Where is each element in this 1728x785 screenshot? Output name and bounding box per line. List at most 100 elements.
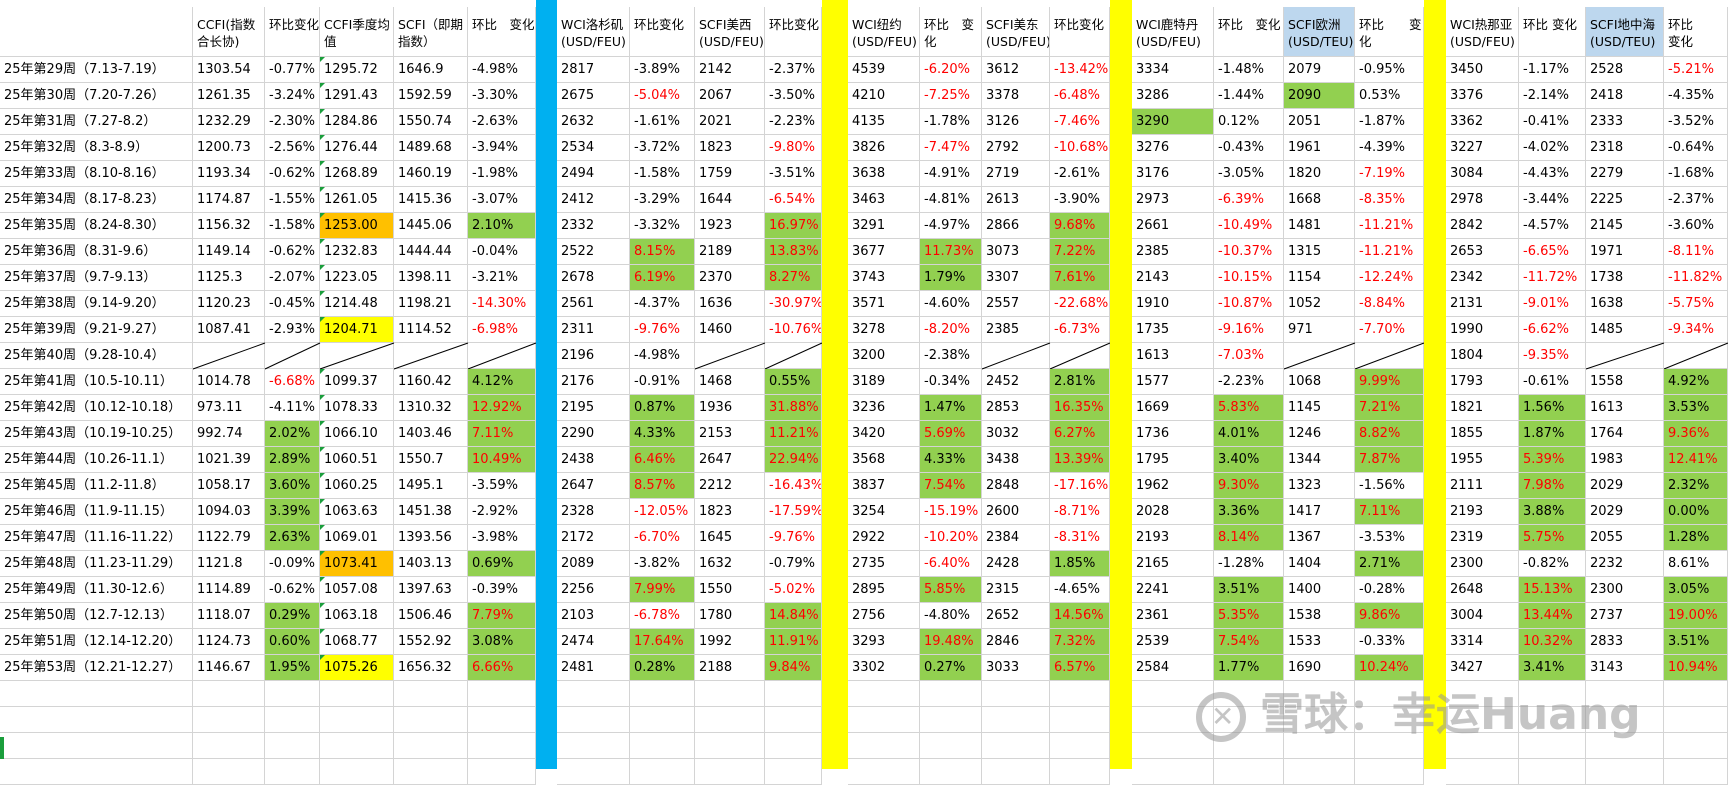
table-cell[interactable]: 5.35%: [1214, 603, 1284, 629]
table-cell[interactable]: 9.36%: [1664, 421, 1728, 447]
table-cell[interactable]: 2853: [982, 395, 1050, 421]
table-cell[interactable]: 2193: [1132, 525, 1214, 551]
table-cell[interactable]: 2319: [1446, 525, 1519, 551]
empty-cell[interactable]: [1214, 681, 1284, 707]
table-cell[interactable]: -3.90%: [1050, 187, 1110, 213]
table-cell[interactable]: 1638: [1586, 291, 1664, 317]
table-cell[interactable]: [394, 343, 468, 369]
table-cell[interactable]: 1310.32: [394, 395, 468, 421]
empty-cell[interactable]: [848, 759, 920, 785]
table-cell[interactable]: 16.97%: [765, 213, 822, 239]
column-header[interactable]: 环比变化: [630, 7, 695, 57]
column-header[interactable]: CCFI季度均值: [320, 7, 394, 57]
table-cell[interactable]: 3126: [982, 109, 1050, 135]
table-cell[interactable]: -8.84%: [1355, 291, 1424, 317]
table-cell[interactable]: 3.60%: [265, 473, 320, 499]
table-cell[interactable]: 2.10%: [468, 213, 536, 239]
table-cell[interactable]: -14.30%: [468, 291, 536, 317]
table-cell[interactable]: -4.35%: [1664, 83, 1728, 109]
table-cell[interactable]: 1295.72: [320, 57, 394, 83]
table-cell[interactable]: 1558: [1586, 369, 1664, 395]
table-cell[interactable]: -5.75%: [1664, 291, 1728, 317]
table-cell[interactable]: -10.37%: [1214, 239, 1284, 265]
table-cell[interactable]: 9.84%: [765, 655, 822, 681]
table-cell[interactable]: 1632: [695, 551, 765, 577]
empty-cell[interactable]: [1446, 733, 1519, 759]
empty-cell[interactable]: [848, 707, 920, 733]
table-cell[interactable]: 1613: [1132, 343, 1214, 369]
table-cell[interactable]: -1.98%: [468, 161, 536, 187]
empty-cell[interactable]: [468, 707, 536, 733]
table-cell[interactable]: 2028: [1132, 499, 1214, 525]
table-cell[interactable]: 7.22%: [1050, 239, 1110, 265]
row-label[interactable]: 25年第45周（11.2-11.8）: [0, 473, 193, 499]
table-cell[interactable]: 1268.89: [320, 161, 394, 187]
empty-cell[interactable]: [1284, 681, 1355, 707]
empty-cell[interactable]: [982, 759, 1050, 785]
row-label[interactable]: 25年第44周（10.26-11.1）: [0, 447, 193, 473]
table-cell[interactable]: 1738: [1586, 265, 1664, 291]
table-cell[interactable]: 0.28%: [630, 655, 695, 681]
table-cell[interactable]: -3.44%: [1519, 187, 1586, 213]
table-cell[interactable]: 2195: [557, 395, 630, 421]
table-cell[interactable]: 1060.25: [320, 473, 394, 499]
empty-cell[interactable]: [1664, 759, 1728, 785]
table-cell[interactable]: 7.79%: [468, 603, 536, 629]
table-cell[interactable]: 1506.46: [394, 603, 468, 629]
empty-cell[interactable]: [1519, 733, 1586, 759]
table-cell[interactable]: 1125.3: [193, 265, 265, 291]
table-cell[interactable]: -3.60%: [1664, 213, 1728, 239]
table-cell[interactable]: 3334: [1132, 57, 1214, 83]
table-cell[interactable]: 1122.79: [193, 525, 265, 551]
table-cell[interactable]: -0.79%: [765, 551, 822, 577]
table-cell[interactable]: 1668: [1284, 187, 1355, 213]
table-cell[interactable]: 1485: [1586, 317, 1664, 343]
empty-cell[interactable]: [920, 681, 982, 707]
table-cell[interactable]: 5.75%: [1519, 525, 1586, 551]
table-cell[interactable]: 4.33%: [630, 421, 695, 447]
table-cell[interactable]: 1291.43: [320, 83, 394, 109]
table-cell[interactable]: 1489.68: [394, 135, 468, 161]
table-cell[interactable]: -7.03%: [1214, 343, 1284, 369]
table-cell[interactable]: 2719: [982, 161, 1050, 187]
table-cell[interactable]: [695, 343, 765, 369]
table-cell[interactable]: 3276: [1132, 135, 1214, 161]
table-cell[interactable]: 1060.51: [320, 447, 394, 473]
table-cell[interactable]: -2.93%: [265, 317, 320, 343]
row-label[interactable]: 25年第51周（12.14-12.20）: [0, 629, 193, 655]
empty-row-label[interactable]: [0, 707, 193, 733]
table-cell[interactable]: 2.81%: [1050, 369, 1110, 395]
table-cell[interactable]: 12.41%: [1664, 447, 1728, 473]
table-cell[interactable]: -2.23%: [1214, 369, 1284, 395]
table-cell[interactable]: -1.56%: [1355, 473, 1424, 499]
table-cell[interactable]: 2029: [1586, 499, 1664, 525]
table-cell[interactable]: 1121.8: [193, 551, 265, 577]
column-header[interactable]: 环比 变化: [468, 7, 536, 57]
table-cell[interactable]: 2079: [1284, 57, 1355, 83]
table-cell[interactable]: 6.19%: [630, 265, 695, 291]
empty-cell[interactable]: [1355, 759, 1424, 785]
table-cell[interactable]: -3.30%: [468, 83, 536, 109]
table-cell[interactable]: -2.30%: [265, 109, 320, 135]
table-cell[interactable]: 3677: [848, 239, 920, 265]
empty-cell[interactable]: [1519, 759, 1586, 785]
table-cell[interactable]: 6.27%: [1050, 421, 1110, 447]
table-cell[interactable]: 3302: [848, 655, 920, 681]
table-cell[interactable]: 11.91%: [765, 629, 822, 655]
table-cell[interactable]: 1823: [695, 499, 765, 525]
empty-cell[interactable]: [394, 733, 468, 759]
row-label[interactable]: 25年第35周（8.24-8.30）: [0, 213, 193, 239]
table-cell[interactable]: 2143: [1132, 265, 1214, 291]
table-cell[interactable]: 2089: [557, 551, 630, 577]
table-cell[interactable]: -6.78%: [630, 603, 695, 629]
table-cell[interactable]: -22.68%: [1050, 291, 1110, 317]
column-header[interactable]: 环比变化: [765, 7, 822, 57]
table-cell[interactable]: 2189: [695, 239, 765, 265]
table-cell[interactable]: 3743: [848, 265, 920, 291]
table-cell[interactable]: 2193: [1446, 499, 1519, 525]
table-cell[interactable]: 14.56%: [1050, 603, 1110, 629]
table-cell[interactable]: 2153: [695, 421, 765, 447]
table-cell[interactable]: -8.31%: [1050, 525, 1110, 551]
row-label[interactable]: 25年第40周（9.28-10.4）: [0, 343, 193, 369]
table-cell[interactable]: -11.82%: [1664, 265, 1728, 291]
